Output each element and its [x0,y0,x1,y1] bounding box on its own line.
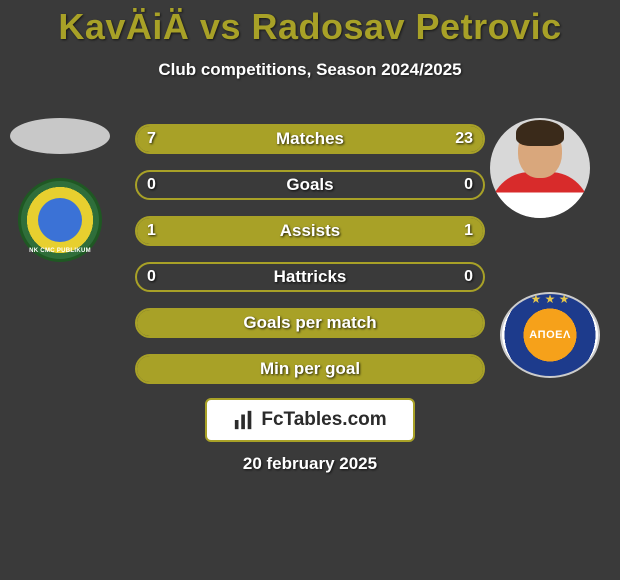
stat-row: Matches7 23 [135,124,485,154]
jersey-icon [490,172,590,218]
stat-label: Min per goal [137,356,483,382]
stat-value-right: 1 [464,218,473,244]
stat-value-right: 0 [464,264,473,290]
player-right-avatar [490,118,590,218]
hair-icon [516,120,564,146]
comparison-date: 20 february 2025 [0,454,620,474]
stars-icon: ★ ★ ★ [502,292,598,306]
stat-value-right: 0 [464,172,473,198]
player-right-crest-text: ΑΠΟΕΛ [529,329,571,341]
stat-label: Goals per match [137,310,483,336]
stat-value-left: 7 [147,126,156,152]
bar-chart-icon [233,409,255,431]
stat-value-left: 0 [147,172,156,198]
stat-label: Matches [137,126,483,152]
stat-row: Hattricks0 0 [135,262,485,292]
comparison-title: KavÄiÄ vs Radosav Petrovic [0,0,620,48]
stat-label: Goals [137,172,483,198]
player-left-crest-text: NK CMC PUBLIKUM [21,248,99,254]
stat-row: Goals0 0 [135,170,485,200]
player-left-club-crest: NK CMC PUBLIKUM [18,178,102,262]
comparison-subtitle: Club competitions, Season 2024/2025 [0,60,620,80]
soccer-ball-icon [38,198,82,242]
player-right-club-crest: ★ ★ ★ ΑΠΟΕΛ [500,292,600,378]
player-left-avatar [10,118,110,154]
stat-value-left: 0 [147,264,156,290]
stat-label: Hattricks [137,264,483,290]
fctables-badge[interactable]: FcTables.com [205,398,415,442]
stat-value-left: 1 [147,218,156,244]
stat-row: Min per goal [135,354,485,384]
stat-value-right: 23 [455,126,473,152]
fctables-badge-text: FcTables.com [261,409,386,431]
stat-row: Assists1 1 [135,216,485,246]
stat-label: Assists [137,218,483,244]
stat-row: Goals per match [135,308,485,338]
stats-bars: Matches723Goals00Assists11Hattricks00Goa… [135,124,485,400]
